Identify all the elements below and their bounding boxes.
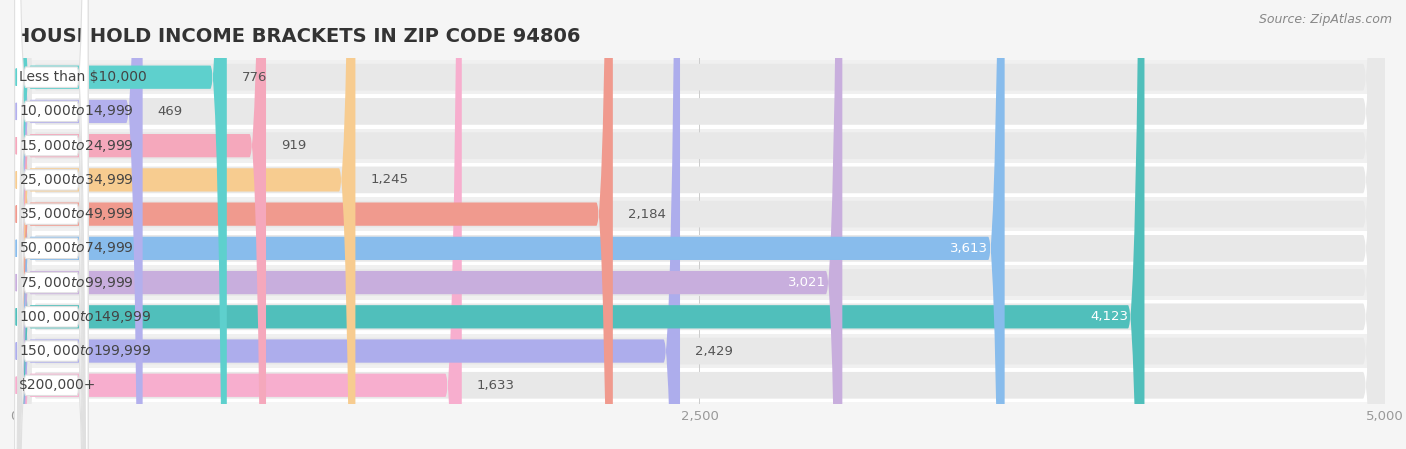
- Text: HOUSEHOLD INCOME BRACKETS IN ZIP CODE 94806: HOUSEHOLD INCOME BRACKETS IN ZIP CODE 94…: [14, 26, 581, 46]
- Bar: [14, 60, 1385, 94]
- Text: 1,245: 1,245: [371, 173, 409, 186]
- Bar: [14, 265, 1385, 299]
- Text: $100,000 to $149,999: $100,000 to $149,999: [18, 309, 150, 325]
- FancyBboxPatch shape: [14, 0, 1385, 449]
- FancyBboxPatch shape: [14, 0, 1385, 449]
- FancyBboxPatch shape: [14, 0, 681, 449]
- Bar: [14, 197, 1385, 231]
- Text: Source: ZipAtlas.com: Source: ZipAtlas.com: [1258, 13, 1392, 26]
- Text: 3,613: 3,613: [950, 242, 988, 255]
- Text: $10,000 to $14,999: $10,000 to $14,999: [18, 103, 134, 119]
- Bar: [14, 368, 1385, 402]
- FancyBboxPatch shape: [14, 0, 226, 449]
- FancyBboxPatch shape: [14, 0, 1385, 449]
- FancyBboxPatch shape: [14, 0, 89, 449]
- Text: $75,000 to $99,999: $75,000 to $99,999: [18, 275, 134, 291]
- FancyBboxPatch shape: [14, 0, 89, 449]
- Text: $200,000+: $200,000+: [18, 378, 96, 392]
- Text: 919: 919: [281, 139, 307, 152]
- FancyBboxPatch shape: [14, 0, 461, 449]
- Text: Less than $10,000: Less than $10,000: [18, 70, 146, 84]
- FancyBboxPatch shape: [14, 0, 89, 449]
- Text: 2,184: 2,184: [628, 207, 666, 220]
- Bar: [14, 231, 1385, 265]
- Text: 4,123: 4,123: [1090, 310, 1128, 323]
- FancyBboxPatch shape: [14, 0, 142, 449]
- Text: 3,021: 3,021: [787, 276, 825, 289]
- FancyBboxPatch shape: [14, 0, 1144, 449]
- FancyBboxPatch shape: [14, 0, 613, 449]
- Bar: [14, 299, 1385, 334]
- FancyBboxPatch shape: [14, 0, 1385, 449]
- Text: 469: 469: [157, 105, 183, 118]
- Bar: [14, 163, 1385, 197]
- FancyBboxPatch shape: [14, 0, 89, 449]
- Text: 776: 776: [242, 70, 267, 84]
- Text: 1,633: 1,633: [477, 379, 515, 392]
- FancyBboxPatch shape: [14, 0, 1385, 449]
- FancyBboxPatch shape: [14, 0, 1385, 449]
- FancyBboxPatch shape: [14, 0, 1385, 449]
- FancyBboxPatch shape: [14, 0, 1385, 449]
- Bar: [14, 334, 1385, 368]
- FancyBboxPatch shape: [14, 0, 842, 449]
- FancyBboxPatch shape: [14, 0, 266, 449]
- FancyBboxPatch shape: [14, 0, 89, 449]
- Text: $35,000 to $49,999: $35,000 to $49,999: [18, 206, 134, 222]
- FancyBboxPatch shape: [14, 0, 356, 449]
- FancyBboxPatch shape: [14, 0, 89, 449]
- FancyBboxPatch shape: [14, 0, 89, 449]
- Text: 2,429: 2,429: [695, 344, 733, 357]
- FancyBboxPatch shape: [14, 0, 1385, 449]
- FancyBboxPatch shape: [14, 0, 89, 449]
- FancyBboxPatch shape: [14, 0, 1005, 449]
- Text: $150,000 to $199,999: $150,000 to $199,999: [18, 343, 150, 359]
- Text: $50,000 to $74,999: $50,000 to $74,999: [18, 240, 134, 256]
- Bar: [14, 128, 1385, 163]
- FancyBboxPatch shape: [14, 0, 1385, 449]
- Bar: [14, 94, 1385, 128]
- Text: $25,000 to $34,999: $25,000 to $34,999: [18, 172, 134, 188]
- FancyBboxPatch shape: [14, 0, 89, 449]
- FancyBboxPatch shape: [14, 0, 89, 449]
- Text: $15,000 to $24,999: $15,000 to $24,999: [18, 138, 134, 154]
